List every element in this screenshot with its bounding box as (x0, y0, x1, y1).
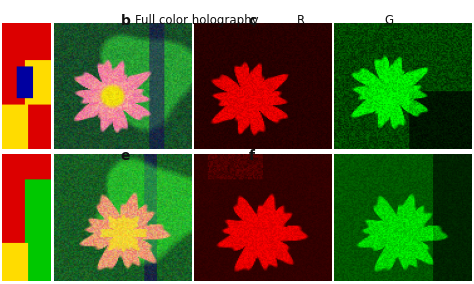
Text: e: e (121, 149, 130, 163)
Text: f: f (249, 149, 255, 163)
Text: R: R (297, 14, 305, 27)
Text: G: G (384, 14, 393, 27)
Text: c: c (249, 14, 257, 28)
Text: Full color holography: Full color holography (135, 14, 259, 27)
Text: b: b (121, 14, 131, 28)
